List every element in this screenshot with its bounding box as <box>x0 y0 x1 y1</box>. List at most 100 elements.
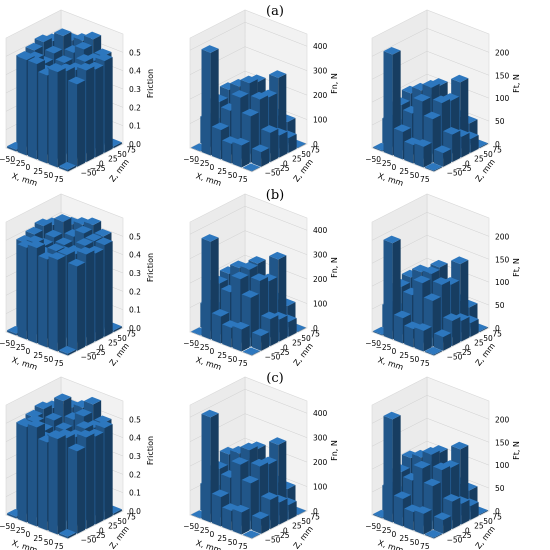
bar-side-face <box>86 433 95 530</box>
depth-tick-label: 75 <box>492 329 502 338</box>
bar-top-face <box>54 214 72 222</box>
depth-tick-label: −50 <box>265 169 281 178</box>
x-tick-label: 0 <box>391 347 396 356</box>
x-tick-label: 25 <box>217 167 227 176</box>
bar-side-face <box>270 315 279 347</box>
bar-top-face <box>434 145 452 154</box>
bar-top-face <box>27 240 45 249</box>
bar <box>48 431 66 535</box>
bar-top-face <box>432 277 450 285</box>
bar-top-face <box>252 144 270 153</box>
bar-front-face <box>211 126 221 160</box>
bar-top-face <box>423 111 441 120</box>
bar-front-face <box>58 350 68 356</box>
bar-top-face <box>412 264 430 273</box>
depth-tick-label: −25 <box>274 531 290 540</box>
x-tick-label: −50 <box>0 339 15 348</box>
bar-top-face <box>252 328 270 337</box>
bar-top-face <box>451 256 469 265</box>
bar-top-face <box>211 489 229 498</box>
z-tick-label: 400 <box>313 226 328 235</box>
bar-top-face <box>94 415 112 424</box>
bar-top-face <box>54 28 72 36</box>
bar-side-face <box>443 515 452 534</box>
bar-top-face <box>95 237 113 246</box>
bar-top-face <box>413 275 431 284</box>
z-tick-label: 0.0 <box>129 507 141 516</box>
bar-top-face <box>269 70 287 78</box>
z-tick-label: 50 <box>495 117 505 126</box>
bar-top-face <box>413 460 431 469</box>
bar-side-face <box>288 318 297 337</box>
bar-front-face <box>68 447 78 534</box>
bar-front-face <box>7 513 17 519</box>
bar-side-face <box>67 349 76 356</box>
row-label-a: (a) <box>266 4 284 19</box>
z-tick-label: 0.4 <box>129 251 141 260</box>
z-tick-label: 100 <box>313 116 328 125</box>
bar-front-face <box>222 140 232 164</box>
bar-front-face <box>414 327 424 352</box>
z-tick-label: 50 <box>495 301 505 310</box>
z-tick-label: 0.0 <box>129 324 141 333</box>
bar <box>414 139 432 168</box>
bar-top-face <box>16 235 34 243</box>
z-tick-label: 300 <box>313 67 328 76</box>
bar-front-face <box>414 143 424 168</box>
x-tick-label: 50 <box>410 171 420 180</box>
bar-top-face <box>57 247 75 256</box>
x-tick-label: 50 <box>228 171 238 180</box>
grid-line <box>244 388 308 414</box>
z-axis-label: Ft, N <box>512 74 521 93</box>
bar-top-face <box>250 458 268 467</box>
x-axis-label: X, mm <box>195 538 223 550</box>
bar-top-face <box>241 108 259 117</box>
x-tick-label: 25 <box>33 351 43 360</box>
x-tick-label: 0 <box>25 347 30 356</box>
bar-top-face <box>240 75 258 84</box>
bar-side-face <box>86 250 95 347</box>
z-tick-label: 0.3 <box>129 269 141 278</box>
bar-side-face <box>77 80 86 167</box>
bar-side-face <box>297 327 306 333</box>
x-tick-label: 0 <box>391 530 396 539</box>
bar-side-face <box>113 509 122 516</box>
bar-front-face <box>48 256 58 352</box>
bar-top-face <box>240 442 258 451</box>
depth-tick-label: −50 <box>447 353 463 362</box>
bar-top-face <box>222 136 240 144</box>
z-tick-label: 0.5 <box>129 232 141 241</box>
bar-top-face <box>242 530 260 538</box>
bar-top-face <box>201 409 219 418</box>
bar-top-face <box>424 529 442 538</box>
bar-top-face <box>443 127 461 135</box>
bar-front-face <box>27 60 37 160</box>
x-tick-label: 25 <box>33 167 43 176</box>
bar-front-face <box>393 128 403 160</box>
bar-side-face <box>261 148 270 167</box>
depth-tick-label: 0 <box>283 343 288 352</box>
bar-front-face <box>424 167 434 172</box>
bar-top-face <box>77 62 95 71</box>
bar-top-face <box>423 293 441 301</box>
bar-top-face <box>430 259 448 268</box>
bar-top-face <box>241 290 259 298</box>
bar-front-face <box>393 314 403 344</box>
bar-side-face <box>251 533 260 539</box>
x-tick-label: −50 <box>365 155 381 164</box>
x-tick-label: 75 <box>54 542 64 550</box>
bar-top-face <box>252 511 270 520</box>
bar-top-face <box>34 218 52 227</box>
bar-top-face <box>26 414 44 423</box>
z-axis-label: Fn, N <box>330 73 339 94</box>
x-tick-label: −50 <box>0 522 15 531</box>
bar-top-face <box>94 48 112 57</box>
grid-line <box>426 51 490 76</box>
x-tick-label: 0 <box>25 163 30 172</box>
bar-top-face <box>17 419 35 428</box>
depth-tick-label: 75 <box>126 145 136 154</box>
bar-top-face <box>73 217 91 225</box>
